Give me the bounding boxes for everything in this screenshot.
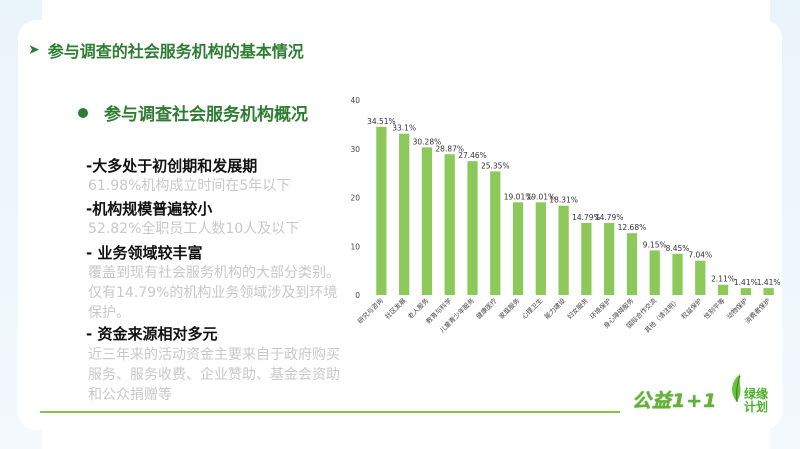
bar-value-label: 1.41% (757, 278, 781, 287)
bar-value-label: 34.51% (367, 117, 396, 126)
category-label: 能力建设 (542, 296, 567, 321)
point-2-detail: 52.82%全职员工人数10人及以下 (88, 221, 300, 237)
bar (512, 202, 524, 295)
lvyuan-logo-line2: 计划 (744, 400, 769, 414)
bar-value-label: 12.68% (618, 223, 647, 232)
bar (376, 126, 387, 295)
bar (421, 147, 433, 295)
bar-value-label: 14.79% (595, 213, 624, 222)
point-4-detail: 近三年来的活动资金主要来自于政府购买服务、服务收费、企业赞助、基金会资助和公众捐… (88, 347, 340, 403)
footer-divider (40, 411, 620, 413)
bar (399, 133, 410, 295)
bar-value-label: 27.46% (458, 151, 487, 160)
bar (581, 222, 592, 295)
bar (763, 288, 774, 295)
category-label: 健康医疗 (474, 296, 499, 321)
bar (717, 284, 729, 295)
leaf-icon (732, 374, 741, 403)
bar (695, 260, 706, 295)
bar (672, 253, 683, 295)
bar-value-label: 14.79% (572, 213, 601, 222)
bar-value-label: 33.1% (392, 124, 416, 133)
section-heading: 参与调查社会服务机构概况 (78, 100, 308, 125)
lvyuan-logo: 绿缘 计划 (744, 388, 768, 414)
bar (626, 233, 638, 295)
point-4-heading: - 资金来源相对多元 (86, 325, 218, 343)
slide-title: ➤ 参与调查的社会服务机构的基本情况 (28, 38, 304, 62)
y-tick-label: 0 (355, 291, 360, 300)
category-label: 妇女服务 (565, 296, 590, 321)
y-tick-label: 30 (350, 145, 360, 154)
lvyuan-logo-line1: 绿缘 (744, 387, 769, 401)
bar (467, 161, 478, 295)
bar-value-label: 30.28% (413, 137, 442, 146)
category-label: 性别平等 (702, 296, 727, 321)
bar-value-label: 18.31% (549, 196, 578, 205)
point-2-heading: -机构规模普遍较小 (86, 200, 213, 218)
arrow-icon: ➤ (28, 42, 40, 58)
bar-value-label: 8.45% (666, 244, 690, 253)
bar (604, 222, 615, 295)
bar (490, 171, 501, 295)
point-3-detail: 覆盖到现有社会服务机构的大部分类别。仅有14.79%的机构业务领域涉及到环境保护… (88, 265, 340, 321)
slide-title-text: 参与调查的社会服务机构的基本情况 (47, 42, 304, 61)
bar-value-label: 9.15% (643, 240, 667, 249)
bar (740, 288, 751, 295)
point-1-heading: -大多处于初创期和发展期 (86, 157, 258, 175)
bar-value-label: 19.01% (504, 192, 533, 201)
bar-value-label: 2.11% (711, 275, 735, 284)
bar (444, 154, 455, 295)
y-tick-label: 20 (350, 194, 360, 203)
bar-value-label: 1.41% (734, 278, 758, 287)
point-3-heading: - 业务领域较丰富 (86, 244, 203, 262)
category-label: 家庭服务 (497, 296, 522, 321)
bar-chart-svg: 01020304034.51%研究与咨询33.1%社区发展30.28%老人服务2… (350, 96, 781, 335)
y-tick-label: 10 (350, 242, 360, 251)
bar-value-label: 19.01% (527, 192, 556, 201)
category-label: 心理卫生 (519, 296, 544, 321)
bar (649, 250, 660, 295)
bullet-icon (78, 107, 88, 118)
bar (558, 205, 569, 295)
bar-value-label: 25.35% (481, 161, 510, 170)
section-heading-text: 参与调查社会服务机构概况 (104, 105, 308, 125)
category-label: 权益保护 (679, 296, 704, 321)
gongyi-logo: 公益1+1 (632, 390, 718, 412)
category-label: 研究与咨询 (355, 296, 385, 326)
bar-value-label: 7.04% (688, 251, 712, 260)
bar-value-label: 28.87% (435, 144, 464, 153)
point-1-detail: 61.98%机构成立时间在5年以下 (88, 178, 291, 194)
bar (535, 202, 546, 295)
category-label: 社区发展 (383, 296, 408, 321)
y-tick-label: 40 (350, 96, 360, 105)
bar-chart: 0 10 20 30 40 34.51% 研究与咨询 33.1% 社区发展 30.28% 老人服务 2… (340, 90, 790, 350)
